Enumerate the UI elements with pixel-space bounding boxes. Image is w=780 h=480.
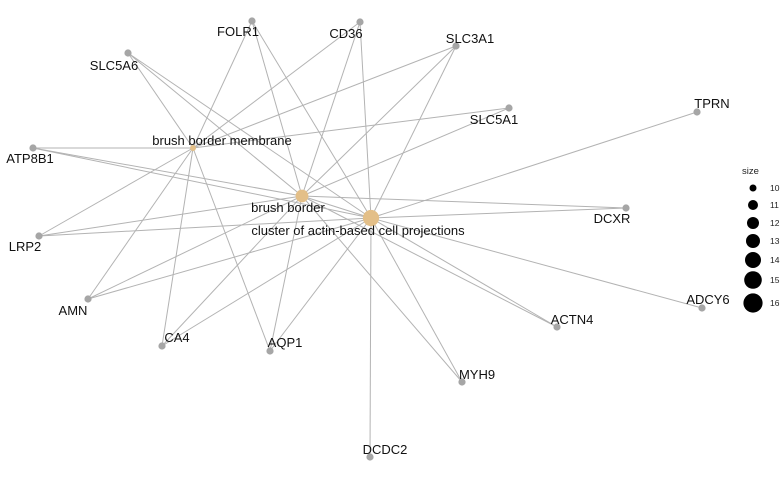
legend-title: size bbox=[742, 166, 759, 177]
gene-node-actn4[interactable] bbox=[553, 323, 561, 331]
gene-label-slc5a1: SLC5A1 bbox=[470, 112, 518, 127]
gene-node-slc5a1[interactable] bbox=[505, 104, 513, 112]
edge-cluster-of-actin-based-cell-projections-myh9 bbox=[370, 217, 463, 383]
edge-cluster-of-actin-based-cell-projections-slc5a6 bbox=[127, 52, 372, 219]
size-legend: size 10 11 12 13 14 15 16 bbox=[742, 166, 780, 313]
legend-size-label-15: 15 bbox=[770, 275, 780, 285]
term-node-brush-border-membrane[interactable] bbox=[190, 145, 196, 151]
gene-label-amn: AMN bbox=[59, 303, 88, 318]
legend-size-label-10: 10 bbox=[770, 183, 780, 193]
edge-brush-border-actn4 bbox=[301, 195, 558, 328]
gene-node-slc5a6[interactable] bbox=[124, 49, 132, 57]
term-node-brush-border[interactable] bbox=[295, 189, 309, 203]
gene-label-tprn: TPRN bbox=[694, 96, 729, 111]
gene-label-slc3a1: SLC3A1 bbox=[446, 31, 494, 46]
edge-brush-border-dcxr bbox=[301, 195, 627, 209]
legend-size-label-14: 14 bbox=[770, 255, 780, 265]
gene-label-lrp2: LRP2 bbox=[9, 239, 42, 254]
edge-cluster-of-actin-based-cell-projections-dcxr bbox=[370, 207, 627, 219]
edge-cluster-of-actin-based-cell-projections-adcy6 bbox=[370, 217, 703, 309]
term-node-cluster-of-actin-based-cell-projections[interactable] bbox=[362, 209, 380, 227]
edge-brush-border-myh9 bbox=[301, 195, 463, 383]
gene-node-cd36[interactable] bbox=[356, 18, 364, 26]
legend-size-label-16: 16 bbox=[770, 298, 780, 308]
edge-layer bbox=[32, 20, 703, 458]
edge-brush-border-membrane-ca4 bbox=[161, 147, 194, 347]
gene-node-amn[interactable] bbox=[84, 295, 92, 303]
edge-brush-border-slc3a1 bbox=[301, 45, 457, 197]
edge-brush-border-lrp2 bbox=[38, 195, 303, 237]
edge-brush-border-folr1 bbox=[251, 20, 303, 197]
edge-brush-border-ca4 bbox=[161, 195, 303, 347]
legend-size-dot-15 bbox=[744, 271, 762, 289]
legend-size-dot-12 bbox=[747, 217, 759, 229]
edge-brush-border-amn bbox=[87, 195, 303, 300]
gene-label-cd36: CD36 bbox=[329, 26, 362, 41]
gene-label-aqp1: AQP1 bbox=[268, 335, 303, 350]
term-label-brush-border: brush border bbox=[251, 200, 325, 215]
edge-brush-border-atp8b1 bbox=[32, 147, 303, 197]
gene-label-atp8b1: ATP8B1 bbox=[6, 151, 53, 166]
gene-node-adcy6[interactable] bbox=[698, 304, 706, 312]
gene-node-lrp2[interactable] bbox=[35, 232, 43, 240]
edge-cluster-of-actin-based-cell-projections-atp8b1 bbox=[32, 147, 372, 219]
gene-node-tprn[interactable] bbox=[693, 108, 701, 116]
legend-size-dot-11 bbox=[748, 200, 758, 210]
edge-cluster-of-actin-based-cell-projections-slc3a1 bbox=[370, 45, 457, 219]
gene-label-myh9: MYH9 bbox=[459, 367, 495, 382]
edge-cluster-of-actin-based-cell-projections-lrp2 bbox=[38, 217, 372, 237]
edge-brush-border-membrane-slc3a1 bbox=[192, 45, 457, 149]
gene-label-adcy6: ADCY6 bbox=[686, 292, 729, 307]
gene-label-dcdc2: DCDC2 bbox=[363, 442, 408, 457]
gene-node-atp8b1[interactable] bbox=[29, 144, 37, 152]
term-label-cluster-of-actin-based-cell-projections: cluster of actin-based cell projections bbox=[251, 223, 465, 238]
edge-cluster-of-actin-based-cell-projections-cd36 bbox=[359, 21, 372, 219]
gene-label-ca4: CA4 bbox=[164, 330, 189, 345]
edge-cluster-of-actin-based-cell-projections-ca4 bbox=[161, 217, 372, 347]
edge-brush-border-membrane-slc5a6 bbox=[127, 52, 194, 149]
label-layer: brush border membrane brush border cluster… bbox=[6, 24, 729, 457]
edge-brush-border-aqp1 bbox=[269, 195, 303, 352]
legend-size-dot-13 bbox=[746, 234, 760, 248]
edge-brush-border-membrane-folr1 bbox=[192, 20, 253, 149]
edge-cluster-of-actin-based-cell-projections-tprn bbox=[370, 111, 698, 219]
edge-cluster-of-actin-based-cell-projections-folr1 bbox=[251, 20, 372, 219]
legend-size-dot-10 bbox=[749, 184, 757, 192]
legend-size-label-11: 11 bbox=[770, 200, 779, 210]
edge-brush-border-cd36 bbox=[301, 21, 361, 197]
edge-brush-border-membrane-cd36 bbox=[192, 21, 361, 149]
edge-brush-border-membrane-slc5a1 bbox=[192, 107, 510, 149]
gene-node-aqp1[interactable] bbox=[266, 347, 274, 355]
gene-node-myh9[interactable] bbox=[458, 378, 466, 386]
edge-brush-border-slc5a1 bbox=[301, 107, 510, 197]
edge-cluster-of-actin-based-cell-projections-actn4 bbox=[370, 217, 558, 328]
gene-label-folr1: FOLR1 bbox=[217, 24, 259, 39]
gene-label-actn4: ACTN4 bbox=[551, 312, 594, 327]
edge-cluster-of-actin-based-cell-projections-dcdc2 bbox=[369, 217, 372, 458]
node-layer bbox=[29, 17, 706, 461]
gene-node-ca4[interactable] bbox=[158, 342, 166, 350]
gene-node-folr1[interactable] bbox=[248, 17, 256, 25]
legend-size-dot-14 bbox=[745, 252, 761, 268]
gene-node-dcxr[interactable] bbox=[622, 204, 630, 212]
edge-brush-border-membrane-lrp2 bbox=[38, 147, 194, 237]
legend-size-label-13: 13 bbox=[770, 236, 780, 246]
edge-brush-border-cluster-of-actin-based-cell-projections bbox=[301, 195, 372, 219]
edge-brush-border-membrane-aqp1 bbox=[192, 147, 271, 352]
edge-brush-border-slc5a6 bbox=[127, 52, 303, 197]
legend-size-dot-16 bbox=[743, 293, 763, 313]
edge-cluster-of-actin-based-cell-projections-amn bbox=[87, 217, 372, 300]
gene-label-dcxr: DCXR bbox=[594, 211, 631, 226]
gene-node-slc3a1[interactable] bbox=[452, 42, 460, 50]
gene-label-slc5a6: SLC5A6 bbox=[90, 58, 138, 73]
edge-cluster-of-actin-based-cell-projections-aqp1 bbox=[269, 217, 372, 352]
legend-size-label-12: 12 bbox=[770, 218, 780, 228]
term-label-brush-border-membrane: brush border membrane bbox=[152, 133, 291, 148]
gene-node-dcdc2[interactable] bbox=[366, 453, 374, 461]
